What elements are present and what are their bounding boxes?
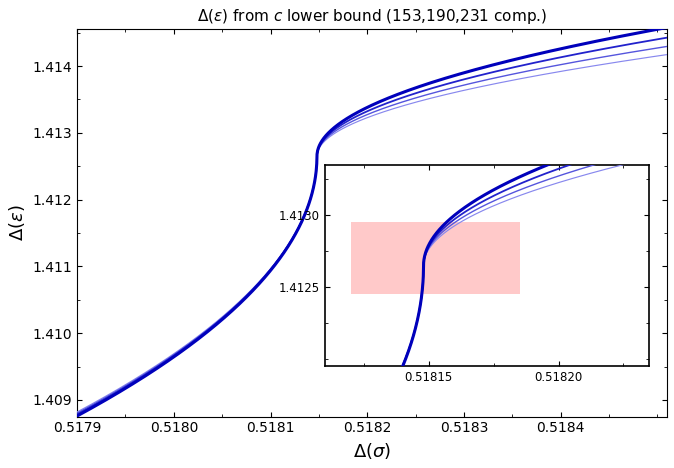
- Title: $\Delta(\epsilon)$ from $c$ lower bound (153,190,231 comp.): $\Delta(\epsilon)$ from $c$ lower bound …: [197, 7, 547, 26]
- X-axis label: $\Delta(\sigma)$: $\Delta(\sigma)$: [353, 441, 391, 461]
- Y-axis label: $\Delta(\epsilon)$: $\Delta(\epsilon)$: [7, 205, 27, 241]
